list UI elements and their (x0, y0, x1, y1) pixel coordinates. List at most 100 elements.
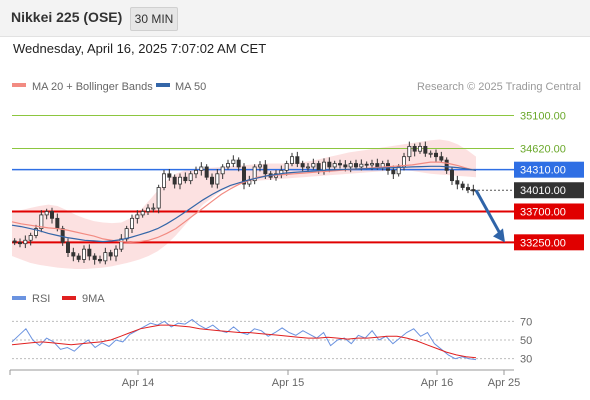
ma20-line (11, 161, 477, 243)
candle-body (231, 159, 236, 164)
x-tick-label: Apr 14 (122, 377, 154, 389)
candle-body (348, 163, 353, 168)
candle-body (263, 164, 268, 175)
candle-body (82, 248, 87, 260)
rsi-ma9-line (11, 324, 477, 359)
level-label-text: 35100.00 (520, 111, 566, 123)
candle-body (98, 259, 103, 262)
candle-body (193, 169, 198, 175)
candle-body (460, 183, 465, 188)
candle-body (439, 156, 444, 161)
ma50-legend-swatch (156, 83, 170, 87)
candle-body (76, 255, 81, 260)
candle-body (337, 163, 342, 166)
candle-body (119, 238, 124, 250)
candle-body (17, 241, 22, 245)
candle-body (252, 166, 257, 182)
rsi-legend-swatch (12, 296, 26, 300)
candle-body (71, 252, 76, 257)
candle-body (359, 163, 364, 168)
candle-body (305, 166, 310, 169)
candle-body (151, 207, 156, 210)
candle-body (140, 211, 145, 216)
timestamp: Wednesday, April 16, 2025 7:07:02 AM CET (13, 41, 267, 56)
ma9-legend-label: 9MA (82, 293, 105, 305)
projection-arrow (474, 189, 503, 237)
ma50-line (11, 165, 477, 243)
candle-body (114, 248, 119, 257)
candle-body (455, 180, 460, 185)
projection-arrowhead (493, 228, 505, 243)
candle-body (316, 163, 321, 171)
rsi-tick-label: 70 (520, 316, 532, 328)
candle-body (34, 228, 39, 236)
candle-body (407, 145, 412, 158)
header-bar: Nikkei 225 (OSE) 30 MIN (0, 0, 590, 37)
candle-body (23, 239, 28, 245)
candle-body (87, 248, 92, 257)
candle-body (236, 159, 241, 168)
timeframe-button[interactable]: 30 MIN (130, 7, 178, 31)
candle-body (161, 173, 166, 188)
candle-body (156, 187, 161, 209)
candle-body (295, 156, 300, 164)
candle-body (220, 166, 225, 175)
candle-body (188, 173, 193, 182)
x-tick-label: Apr 25 (488, 377, 520, 389)
level-label-box (514, 182, 584, 199)
level-label-text: 33700.00 (520, 206, 566, 218)
candle-body (284, 163, 289, 171)
candle-body (375, 163, 380, 168)
candle-body (145, 207, 150, 212)
x-tick-label: Apr 15 (272, 377, 304, 389)
ma50-legend-label: MA 50 (175, 81, 206, 93)
candle-body (289, 156, 294, 164)
candle-body (241, 166, 246, 185)
candle-body (55, 217, 60, 230)
x-tick-label: Apr 16 (421, 377, 453, 389)
candle-body (417, 145, 422, 152)
candle-body (167, 173, 172, 178)
candle-body (199, 166, 204, 171)
candle-body (332, 163, 337, 168)
candle-body (103, 252, 108, 262)
candle-body (257, 164, 262, 168)
candle-body (172, 176, 177, 185)
candle-body (28, 235, 33, 241)
candle-body (471, 189, 476, 192)
rsi-legend-label: RSI (32, 293, 50, 305)
candle-body (300, 163, 305, 168)
candle-body (311, 163, 316, 168)
credit-text: Research © 2025 Trading Central (417, 81, 581, 93)
candle-body (444, 159, 449, 171)
candle-body (108, 252, 113, 257)
candle-body (327, 161, 332, 168)
ma9-legend-swatch (62, 296, 76, 300)
candle-body (12, 240, 17, 243)
candle-body (129, 217, 134, 230)
candle-body (135, 214, 140, 219)
candle-body (369, 163, 374, 166)
candle-body (39, 214, 44, 230)
bb-legend-swatch (12, 83, 26, 87)
candle-body (66, 241, 71, 253)
candle-body (177, 176, 182, 185)
level-label-text: 34620.00 (520, 143, 566, 155)
candle-body (423, 145, 428, 154)
rsi-tick-label: 50 (520, 335, 532, 347)
candle-body (60, 228, 65, 243)
level-label-text: 33250.00 (520, 237, 566, 249)
candle-body (209, 176, 214, 185)
level-label-box (514, 234, 584, 251)
candle-body (449, 169, 454, 182)
candle-body (428, 152, 433, 155)
candle-body (364, 163, 369, 166)
candle-body (183, 176, 188, 182)
candle-body (124, 228, 129, 240)
candle-body (92, 255, 97, 260)
candle-body (321, 161, 326, 171)
candle-body (465, 187, 470, 190)
level-label-text: 34310.00 (520, 165, 566, 177)
candle-body (391, 169, 396, 175)
